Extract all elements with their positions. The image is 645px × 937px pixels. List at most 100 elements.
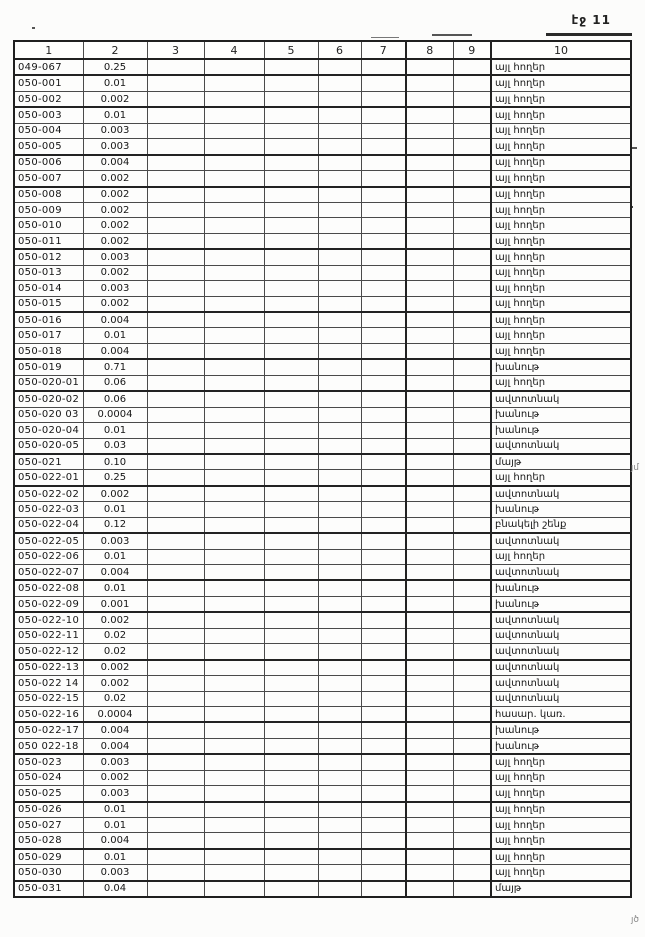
cell-land-type: ավտոտնակ bbox=[490, 611, 632, 629]
cell-empty bbox=[146, 864, 205, 882]
cell-empty bbox=[405, 217, 454, 234]
cell-empty bbox=[405, 816, 454, 834]
cell-empty bbox=[360, 358, 407, 376]
cell-value: 0.01 bbox=[82, 501, 148, 518]
cell-empty bbox=[146, 138, 205, 156]
cell-value: 0.004 bbox=[82, 154, 148, 172]
cell-empty bbox=[203, 390, 265, 408]
cell-land-type: այլ հողեր bbox=[490, 769, 632, 787]
cell-empty bbox=[203, 358, 265, 376]
cell-value: 0.03 bbox=[82, 437, 148, 455]
cell-code: 050-030 bbox=[13, 864, 84, 882]
cell-empty bbox=[452, 643, 492, 661]
cell-code: 050-031 bbox=[13, 880, 84, 898]
cell-empty bbox=[452, 705, 492, 724]
cell-empty bbox=[203, 705, 265, 724]
cell-value: 0.002 bbox=[82, 232, 148, 251]
cell-land-type: այլ հողեր bbox=[490, 217, 632, 234]
cell-empty bbox=[203, 74, 265, 92]
cell-code: 050-018 bbox=[13, 342, 84, 361]
cell-empty bbox=[203, 232, 265, 251]
cell-empty bbox=[360, 864, 407, 882]
cell-code: 050-022 14 bbox=[13, 675, 84, 692]
cell-empty bbox=[405, 516, 454, 535]
cell-value: 0.06 bbox=[82, 374, 148, 393]
cell-empty bbox=[405, 769, 454, 787]
cell-empty bbox=[263, 342, 319, 361]
cell-empty bbox=[203, 437, 265, 455]
table-row: 050-022-16 0.0004 հասար. կառ. bbox=[13, 705, 632, 724]
cell-code: 050-017 bbox=[13, 327, 84, 344]
cell-empty bbox=[452, 406, 492, 424]
cell-empty bbox=[317, 659, 362, 677]
cell-empty bbox=[405, 232, 454, 251]
cell-empty bbox=[405, 122, 454, 140]
cell-empty bbox=[203, 90, 265, 109]
table-row: 050-022-01 0.25 այլ հողեր bbox=[13, 469, 632, 487]
cell-land-type: ավտոտնակ bbox=[490, 675, 632, 692]
table-row: 050-022-11 0.02 ավտոտնակ bbox=[13, 627, 632, 645]
cell-empty bbox=[360, 880, 407, 898]
cell-empty bbox=[360, 170, 407, 188]
cell-land-type: այլ հողեր bbox=[490, 753, 632, 771]
cell-value: 0.02 bbox=[82, 690, 148, 707]
cell-empty bbox=[452, 848, 492, 866]
cell-empty bbox=[317, 311, 362, 329]
cell-empty bbox=[203, 532, 265, 550]
cell-empty bbox=[203, 659, 265, 677]
cell-code: 050-022-06 bbox=[13, 548, 84, 566]
cell-value: 0.01 bbox=[82, 848, 148, 866]
cell-empty bbox=[360, 280, 407, 297]
cell-empty bbox=[263, 74, 319, 92]
cell-empty bbox=[146, 295, 205, 313]
cell-empty bbox=[360, 58, 407, 77]
cell-empty bbox=[146, 406, 205, 424]
cell-empty bbox=[360, 532, 407, 550]
cell-empty bbox=[263, 358, 319, 376]
cell-empty bbox=[317, 453, 362, 471]
cell-empty bbox=[146, 422, 205, 439]
cell-empty bbox=[203, 643, 265, 661]
cell-empty bbox=[317, 501, 362, 518]
cell-empty bbox=[405, 295, 454, 313]
cell-value: 0.002 bbox=[82, 90, 148, 109]
cell-empty bbox=[452, 769, 492, 787]
table-row: 050-003 0.01 այլ հողեր bbox=[13, 106, 632, 124]
cell-empty bbox=[317, 627, 362, 645]
cell-empty bbox=[203, 217, 265, 234]
cell-empty bbox=[146, 643, 205, 661]
cell-value: 0.004 bbox=[82, 737, 148, 756]
table-row: 049-067 0.25 այլ հողեր bbox=[13, 58, 632, 77]
cell-empty bbox=[360, 201, 407, 219]
cell-empty bbox=[360, 769, 407, 787]
cell-empty bbox=[452, 437, 492, 455]
table-row: 050-022-04 0.12 բնակելի շենք bbox=[13, 516, 632, 535]
cell-code: 050-009 bbox=[13, 201, 84, 219]
cell-empty bbox=[405, 342, 454, 361]
cell-empty bbox=[405, 248, 454, 266]
cell-empty bbox=[203, 295, 265, 313]
cell-empty bbox=[203, 611, 265, 629]
cell-empty bbox=[360, 374, 407, 393]
cell-empty bbox=[360, 737, 407, 756]
cell-empty bbox=[203, 122, 265, 140]
cell-empty bbox=[203, 264, 265, 282]
cell-empty bbox=[452, 611, 492, 629]
cell-empty bbox=[405, 548, 454, 566]
cell-empty bbox=[452, 154, 492, 172]
cell-land-type: ավտոտնակ bbox=[490, 627, 632, 645]
cell-land-type: ավտոտնակ bbox=[490, 564, 632, 582]
cell-empty bbox=[405, 595, 454, 614]
cell-empty bbox=[360, 721, 407, 739]
cell-empty bbox=[317, 816, 362, 834]
cell-empty bbox=[203, 469, 265, 487]
cell-empty bbox=[263, 154, 319, 172]
cell-land-type: խանութ bbox=[490, 579, 632, 597]
cell-value: 0.002 bbox=[82, 170, 148, 188]
table-row: 050-020-01 0.06 այլ հողեր bbox=[13, 374, 632, 393]
cell-code: 050-022-16 bbox=[13, 705, 84, 724]
cell-empty bbox=[405, 864, 454, 882]
cell-empty bbox=[405, 201, 454, 219]
cell-empty bbox=[405, 643, 454, 661]
cell-empty bbox=[263, 469, 319, 487]
